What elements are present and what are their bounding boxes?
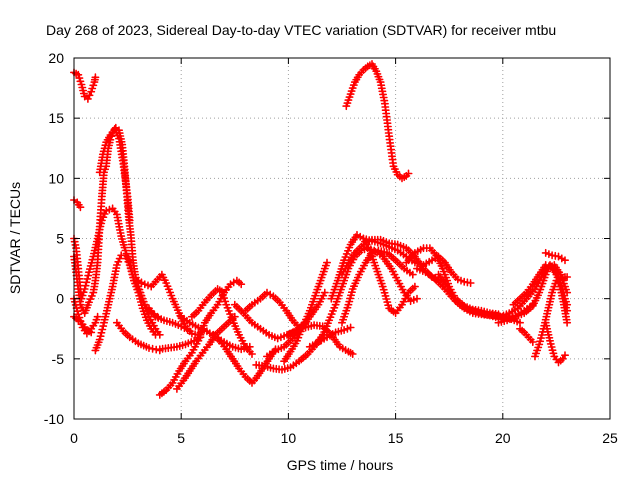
series-arc-10 [134,270,207,339]
series-markers [342,60,413,183]
x-tick-label: 15 [388,430,404,446]
series-arc-08 [91,251,162,355]
x-axis-label: GPS time / hours [287,457,394,473]
series-arc-02 [70,196,85,212]
series-arc-11 [145,304,192,334]
series-markers [209,330,280,387]
grid [74,58,610,419]
series-markers [70,68,100,103]
series-markers [155,333,205,354]
series-arc-17 [209,330,280,387]
series-arc-26 [327,230,419,318]
series-arc-29 [359,234,475,287]
x-tick-label: 0 [70,430,78,446]
series-arc-39 [541,318,569,367]
chart-title: Day 268 of 2023, Sidereal Day-to-day VTE… [46,22,556,38]
series-arc-27 [338,246,417,327]
series-arc-16 [187,285,256,358]
series-markers [95,125,134,225]
series-line [244,291,307,329]
x-tick-label: 5 [177,430,185,446]
series-markers [145,304,192,334]
series-arc-24 [305,323,355,351]
series-markers [305,323,355,351]
series-markers [70,196,85,212]
series-arc-01 [70,68,100,103]
series-arc-30 [342,60,413,183]
y-tick-label: 5 [56,231,64,247]
x-tick-label: 20 [495,430,511,446]
x-tick-label: 10 [281,430,297,446]
series-arc-37 [516,324,537,346]
y-tick-label: 0 [56,291,64,307]
data-series [70,60,572,399]
series-markers [91,251,162,355]
series-arc-41 [552,270,572,285]
series-markers [531,276,572,361]
y-tick-label: 20 [48,50,64,66]
series-arc-38 [531,276,572,361]
y-tick-label: 10 [48,170,64,186]
series-markers [134,270,207,339]
x-tick-label: 25 [602,430,618,446]
series-markers [327,230,419,318]
y-axis-label: SDTVAR / TECUs [7,182,23,294]
series-markers [552,270,572,285]
series-line [94,254,159,352]
series-markers [338,246,417,327]
y-tick-label: -5 [52,351,65,367]
series-arc-22 [280,258,331,366]
series-line [405,247,500,315]
series-markers [187,285,256,358]
series-arc-40 [541,248,569,265]
axes: 0 5 10 15 20 25 -10 -5 0 5 10 15 20 [44,50,618,446]
series-arc-05 [95,125,134,225]
series-markers [541,248,569,265]
y-tick-label: 15 [48,110,64,126]
series-markers [541,318,569,367]
y-tick-label: -10 [44,411,64,427]
series-markers [280,258,331,366]
series-markers [516,324,537,346]
